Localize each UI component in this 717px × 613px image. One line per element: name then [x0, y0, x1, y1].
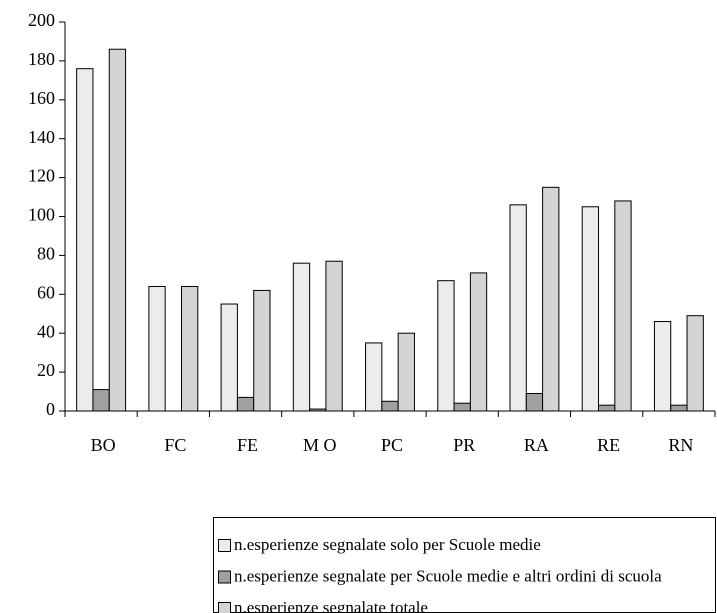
- bar: [397, 332, 415, 412]
- bar: [325, 260, 343, 412]
- x-tick-label: PC: [381, 435, 403, 455]
- y-tick-label: 180: [28, 49, 55, 69]
- x-tick-label: FC: [164, 435, 186, 455]
- bar: [670, 404, 688, 412]
- bar: [108, 48, 127, 412]
- y-tick-label: 60: [37, 282, 55, 302]
- bar: [653, 321, 672, 412]
- bar: [92, 389, 110, 412]
- y-tick-label: 0: [46, 399, 55, 419]
- bar: [598, 404, 616, 412]
- x-tick-label: BO: [91, 435, 116, 455]
- legend-swatch: [218, 570, 231, 584]
- bar: [614, 200, 632, 412]
- legend-swatch: [218, 539, 231, 552]
- bar: [76, 68, 94, 412]
- y-tick-label: 20: [37, 360, 55, 380]
- bar: [381, 400, 399, 412]
- bar: [542, 186, 560, 412]
- legend-label: n.esperienze segnalate solo per Scuole m…: [234, 535, 541, 554]
- legend-box: [213, 517, 716, 613]
- x-tick-label: RE: [597, 435, 620, 455]
- bar: [453, 402, 471, 412]
- y-tick-label: 160: [28, 88, 55, 108]
- bar: [220, 303, 238, 412]
- bar: [525, 392, 544, 412]
- x-tick-label: PR: [453, 435, 475, 455]
- bar: [180, 286, 199, 412]
- bar: [581, 206, 600, 412]
- legend-swatch: [218, 602, 231, 613]
- y-tick-label: 80: [37, 244, 55, 264]
- bar: [437, 280, 455, 412]
- bar: [365, 342, 383, 412]
- bar: [309, 408, 327, 412]
- x-tick-label: M O: [303, 435, 337, 455]
- bar: [469, 272, 488, 412]
- bar: [292, 262, 311, 412]
- y-tick-label: 40: [37, 321, 55, 341]
- y-tick-label: 120: [28, 166, 55, 186]
- bar: [253, 289, 271, 412]
- legend: n.esperienze segnalate solo per Scuole m…: [213, 517, 716, 613]
- y-tick-label: 100: [28, 205, 55, 225]
- legend-label: n.esperienze segnalate totale: [234, 598, 428, 613]
- x-tick-label: RN: [668, 435, 693, 455]
- bar: [236, 396, 255, 412]
- y-tick-label: 200: [28, 10, 55, 30]
- bar: [148, 286, 166, 412]
- bar: [509, 204, 527, 412]
- x-tick-label: RA: [524, 435, 549, 455]
- y-tick-label: 140: [28, 127, 55, 147]
- legend-label: n.esperienze segnalate per Scuole medie …: [234, 566, 662, 585]
- bar: [686, 315, 704, 412]
- x-tick-label: FE: [237, 435, 258, 455]
